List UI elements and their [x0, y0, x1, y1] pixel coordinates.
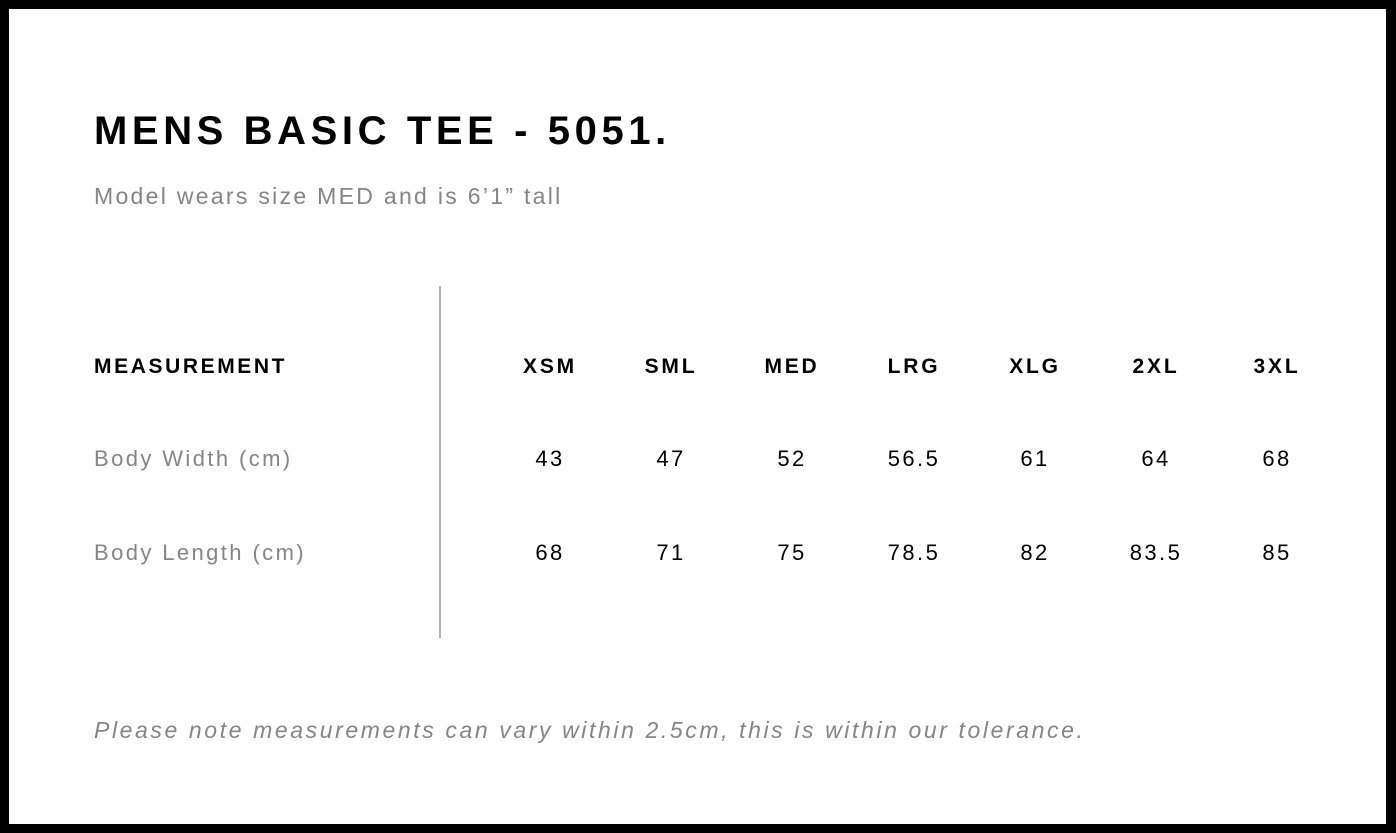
table-cell: 52 — [777, 446, 807, 471]
row-label: Body Width (cm) — [94, 446, 293, 471]
table-cell: 68 — [535, 540, 565, 565]
size-header: LRG — [887, 355, 941, 378]
table-cell: 85 — [1262, 540, 1292, 565]
table-cell: 83.5 — [1129, 540, 1183, 565]
size-header: MED — [764, 355, 820, 378]
table-cell: 75 — [777, 540, 807, 565]
page-title: MENS BASIC TEE - 5051. — [94, 109, 671, 153]
table-cell: 43 — [535, 446, 565, 471]
tolerance-note: Please note measurements can vary within… — [94, 717, 1086, 743]
column-divider — [439, 286, 441, 638]
table-cell: 61 — [1020, 446, 1050, 471]
size-chart-card: MENS BASIC TEE - 5051. Model wears size … — [9, 9, 1386, 824]
size-header: 3XL — [1253, 355, 1301, 378]
model-info: Model wears size MED and is 6’1” tall — [94, 183, 563, 209]
measurement-header: MEASUREMENT — [94, 355, 288, 378]
table-cell: 82 — [1020, 540, 1050, 565]
size-header: XLG — [1009, 355, 1061, 378]
table-row: Body Length (cm) 68 71 75 78.5 82 83.5 8… — [9, 540, 1386, 570]
size-header: SML — [644, 355, 698, 378]
table-cell: 47 — [656, 446, 686, 471]
table-cell: 78.5 — [887, 540, 941, 565]
table-cell: 68 — [1262, 446, 1292, 471]
table-cell: 56.5 — [887, 446, 941, 471]
table-cell: 64 — [1141, 446, 1171, 471]
table-row: Body Width (cm) 43 47 52 56.5 61 64 68 — [9, 446, 1386, 476]
table-header-row: MEASUREMENT XSM SML MED LRG XLG 2XL 3XL — [9, 355, 1386, 385]
size-header: XSM — [523, 355, 577, 378]
size-header: 2XL — [1132, 355, 1180, 378]
row-label: Body Length (cm) — [94, 540, 307, 565]
table-cell: 71 — [656, 540, 686, 565]
